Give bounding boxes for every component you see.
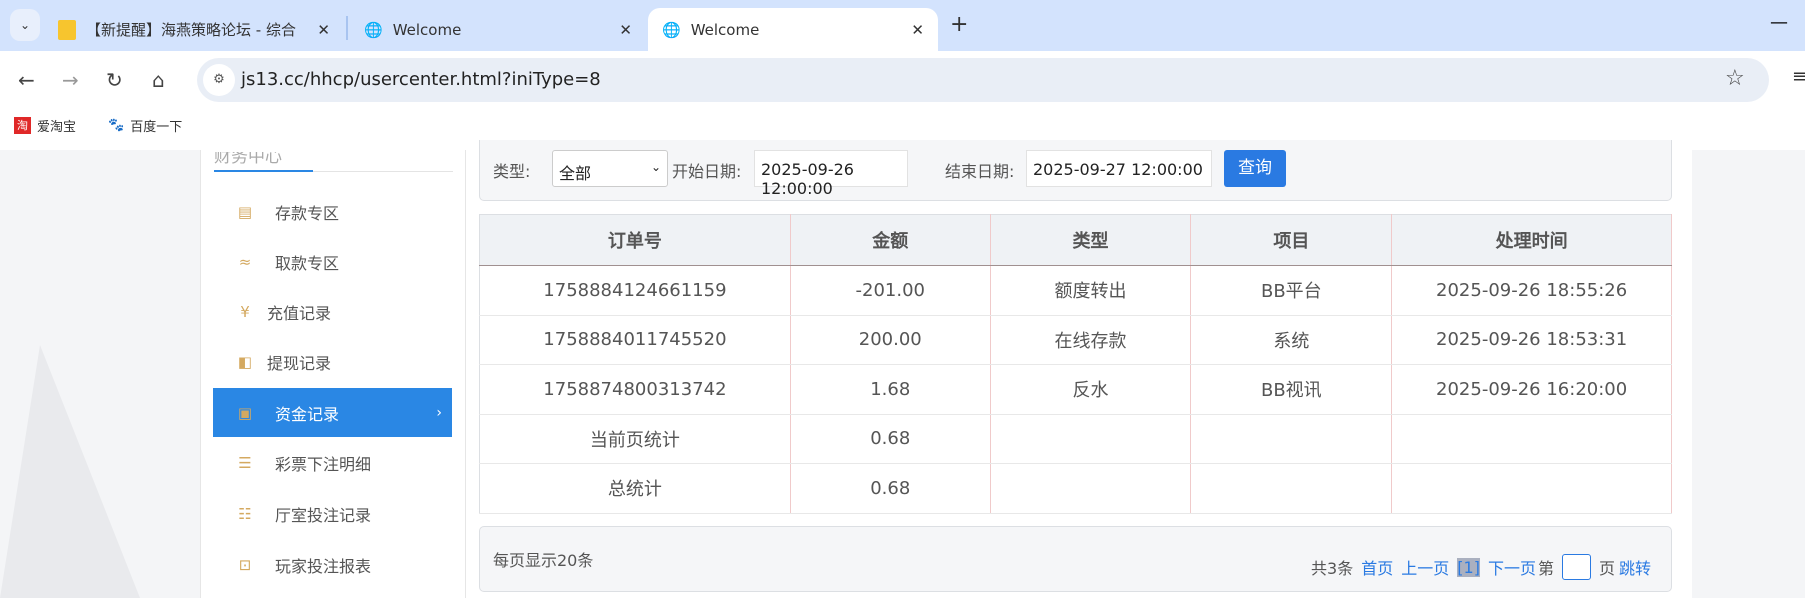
background-shape [0,345,140,598]
home-icon[interactable]: ⌂ [152,68,165,92]
amount: 1.68 [790,364,991,415]
forward-icon[interactable]: → [62,68,79,92]
tab-welcome[interactable]: 🌐 Welcome ✕ [364,20,632,39]
chart-icon: ⊡ [238,555,252,574]
type-label: 类型: [493,162,531,181]
order-no: 1758874800313742 [479,364,791,415]
project: BB视讯 [1190,364,1393,415]
page-total-label: 当前页统计 [479,414,791,464]
tab-forum[interactable]: 【新提醒】海燕策略论坛 - 综合 ✕ [44,8,344,51]
minimize-button[interactable]: — [1770,12,1788,33]
hand-icon: ≈ [238,252,252,271]
globe-icon: 🌐 [364,20,383,39]
baidu-paw-icon: 🐾 [108,118,125,133]
table-row: 1758884124661159 -201.00 额度转出 BB平台 2025-09-2… [479,265,1672,316]
total-value: 0.68 [790,463,991,514]
page-number-input[interactable] [1561,554,1591,580]
goto-prefix: 第 [1537,559,1554,578]
taobao-icon: 淘 [14,117,31,134]
card-icon: ▤ [237,202,253,221]
total-label: 总统计 [479,463,791,514]
close-icon[interactable]: ✕ [619,20,632,39]
goto-suffix: 页 [1598,559,1615,578]
table-row: 1758874800313742 1.68 反水 BB视讯 2025-09-26 16:… [479,364,1672,415]
bookmark-aitaobao[interactable]: 淘爱淘宝 [14,116,76,135]
type: 反水 [990,364,1192,415]
globe-icon: 🌐 [662,20,681,39]
cash-icon: ▣ [237,403,253,422]
tab-welcome-active[interactable]: 🌐 Welcome ✕ [648,8,938,51]
sidebar-item-fund-records[interactable]: ▣ 资金记录 › [213,388,452,437]
bookmark-baidu[interactable]: 🐾 百度一下 [108,118,183,135]
header-order-no: 订单号 [479,214,791,266]
time: 2025-09-26 18:53:31 [1391,315,1672,365]
tab-list-button[interactable]: ⌄ [10,9,40,41]
reload-icon[interactable]: ↻ [106,68,123,92]
sidebar-item-withdraw-records[interactable]: ◧ 提现记录 [213,337,452,386]
header-amount: 金额 [790,214,991,266]
jump-button[interactable]: 跳转 [1618,559,1651,578]
list-icon: ☰ [238,453,252,472]
end-date-label: 结束日期: [945,162,1015,181]
project: BB平台 [1190,265,1393,316]
new-tab-button[interactable]: + [950,12,969,37]
checklist-icon: ☷ [238,504,252,523]
fund-records-table: 订单号 金额 类型 项目 处理时间 1758884124661159 -201.0… [479,214,1672,514]
site-info-icon[interactable]: ⚙ [203,64,235,96]
type-select[interactable]: 全部 ⌄ [552,150,668,187]
sidebar: 财务中心 [200,150,466,598]
sidebar-item-recharge-records[interactable]: ¥ 充值记录 [213,287,452,336]
current-page: [1] [1457,557,1480,577]
amount: 200.00 [790,315,991,365]
order-no: 1758884124661159 [479,265,791,316]
next-page-link[interactable]: 下一页 [1487,559,1536,578]
chevron-right-icon: › [436,404,442,421]
type: 额度转出 [990,265,1192,316]
time: 2025-09-26 18:55:26 [1391,265,1672,316]
note-icon [58,19,76,40]
total-row: 总统计 0.68 [479,463,1672,514]
header-type: 类型 [990,214,1192,266]
sidebar-item-lottery-bets[interactable]: ☰ 彩票下注明细 [213,438,452,487]
header-project: 项目 [1190,214,1393,266]
header-time: 处理时间 [1391,214,1672,266]
table-header: 订单号 金额 类型 项目 处理时间 [479,214,1672,266]
start-date-label: 开始日期: [672,162,742,181]
amount: -201.00 [790,265,991,316]
chevron-down-icon: ⌄ [650,160,661,174]
type: 在线存款 [990,315,1192,365]
sidebar-item-hall-bets[interactable]: ☷ 厅室投注记录 [213,489,452,538]
close-icon[interactable]: ✕ [317,20,330,39]
order-no: 1758884011745520 [479,315,791,365]
page-total-row: 当前页统计 0.68 [479,414,1672,464]
prev-page-link[interactable]: 上一页 [1401,559,1450,578]
moneybag-icon: ¥ [240,302,250,321]
query-button[interactable]: 查询 [1224,150,1286,187]
record-count: 共3条 [1311,559,1354,578]
start-date-input[interactable]: 2025-09-26 12:00:00 [754,150,908,198]
sidebar-item-deposit[interactable]: ▤ 存款专区 [213,187,452,236]
sidebar-title: 财务中心 [214,147,282,167]
close-icon[interactable]: ✕ [911,20,924,39]
menu-icon[interactable]: ≡ [1792,66,1805,87]
bookmark-star-icon[interactable]: ☆ [1725,66,1745,91]
address-bar[interactable]: ⚙ js13.cc/hhcp/usercenter.html?iniType=8… [197,58,1769,102]
url-text[interactable]: js13.cc/hhcp/usercenter.html?iniType=8 [241,69,601,90]
tab-bar: ⌄ 【新提醒】海燕策略论坛 - 综合 ✕ 🌐 Welcome ✕ 🌐 Welcome ✕ … [0,0,1805,51]
page-total-value: 0.68 [790,414,991,464]
project: 系统 [1190,315,1393,365]
sidebar-item-player-report[interactable]: ⊡ 玩家投注报表 [213,540,452,589]
back-icon[interactable]: ← [18,68,35,92]
per-page-text: 每页显示20条 [493,551,594,570]
end-date-input[interactable]: 2025-09-27 12:00:00 [1026,150,1212,187]
first-page-link[interactable]: 首页 [1361,559,1394,578]
pagination-bar: 每页显示20条 共3条 首页 上一页 [1] 下一页 第 页 跳转 [479,526,1672,592]
table-row: 1758884011745520 200.00 在线存款 系统 2025-09-26 1… [479,315,1672,365]
wallet-icon: ◧ [237,352,253,371]
time: 2025-09-26 16:20:00 [1391,364,1672,415]
pagination: 共3条 首页 上一页 [1] 下一页 第 页 跳转 [1311,554,1651,580]
sidebar-item-withdraw[interactable]: ≈ 取款专区 [213,237,452,286]
